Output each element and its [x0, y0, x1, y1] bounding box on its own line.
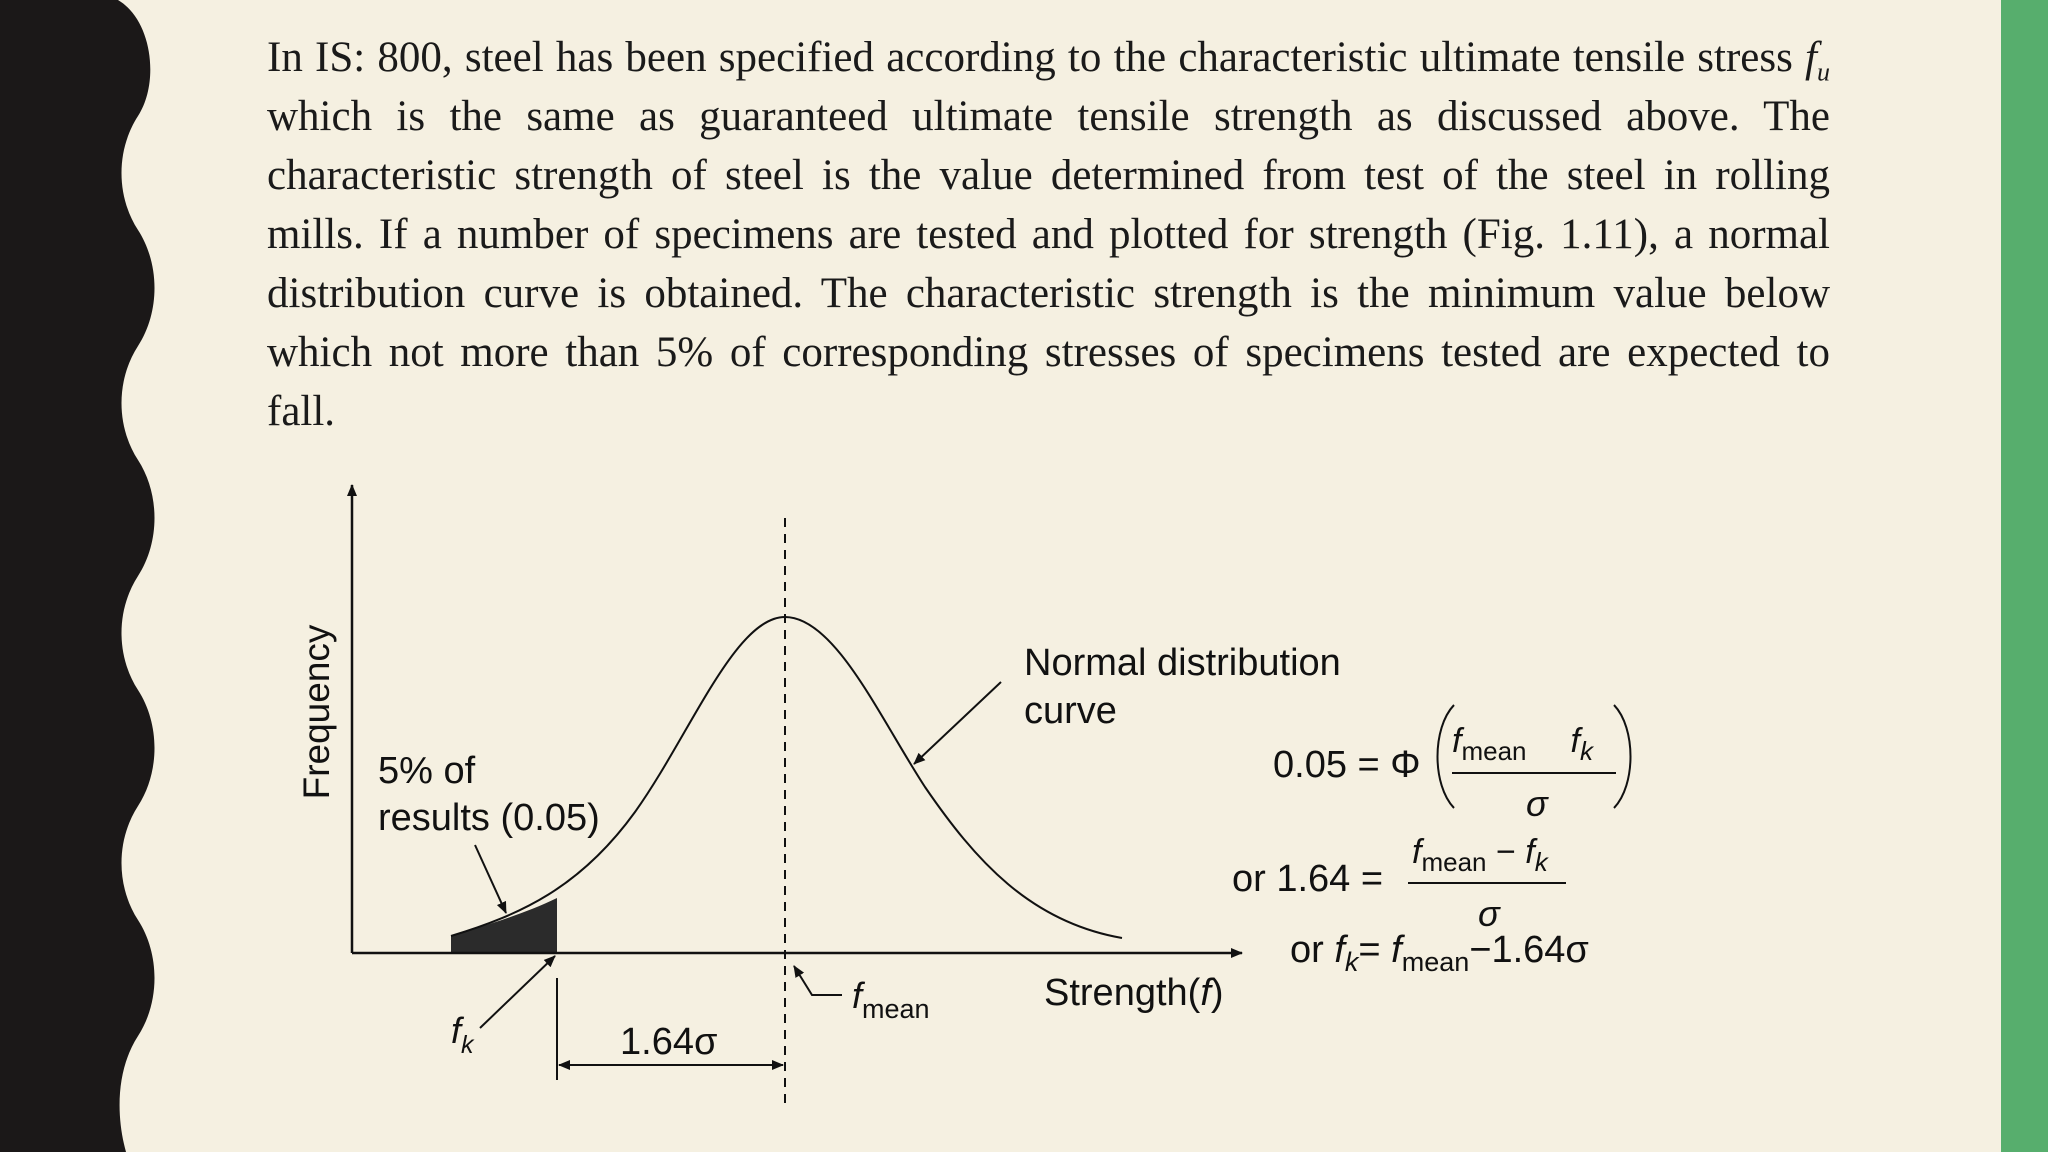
normal-distribution-curve: [450, 615, 1123, 939]
body-paragraph: In IS: 800, steel has been specified acc…: [267, 28, 1830, 441]
eq1-numerator: fmean fk: [1452, 722, 1595, 766]
paragraph-part-2: which is the same as guaranteed ultimate…: [267, 93, 1830, 435]
eq1-denominator: σ: [1526, 783, 1549, 824]
eq2-lhs: or 1.64 =: [1232, 858, 1383, 900]
fu-symbol: fu: [1805, 34, 1830, 87]
fk-pointer-arrow: [479, 955, 556, 1029]
fk-label: fk: [451, 1010, 475, 1059]
tail-pointer-arrow: [474, 844, 507, 914]
tail-label-line1: 5% of: [378, 750, 476, 792]
curve-label-line1: Normal distribution: [1024, 642, 1341, 684]
tail-label-line2: results (0.05): [378, 797, 600, 839]
left-wavy-border: [0, 0, 155, 1152]
eq1-lhs: 0.05 = Φ: [1273, 744, 1421, 786]
eq2-numerator: fmean − fk: [1412, 833, 1550, 877]
wavy-border-shape: [0, 0, 155, 1152]
y-axis-label: Frequency: [296, 624, 337, 799]
x-axis-label: Strength(f): [1044, 972, 1224, 1014]
curve-label-line2: curve: [1024, 690, 1117, 732]
eq2-denominator: σ: [1478, 893, 1501, 934]
curve-pointer-arrow: [913, 681, 1002, 765]
eq1-left-paren: [1436, 704, 1455, 809]
tail-area-5-percent: [451, 898, 557, 953]
eq1-right-paren: [1613, 704, 1632, 809]
fmean-label: fmean: [852, 975, 930, 1024]
paragraph-part-1: In IS: 800, steel has been specified acc…: [267, 34, 1806, 81]
right-accent-bar: [2001, 0, 2048, 1152]
fmean-pointer-arrow: [793, 965, 842, 996]
dimension-label: 1.64σ: [620, 1021, 717, 1063]
eq3: or fk= fmean−1.64σ: [1290, 929, 1589, 977]
